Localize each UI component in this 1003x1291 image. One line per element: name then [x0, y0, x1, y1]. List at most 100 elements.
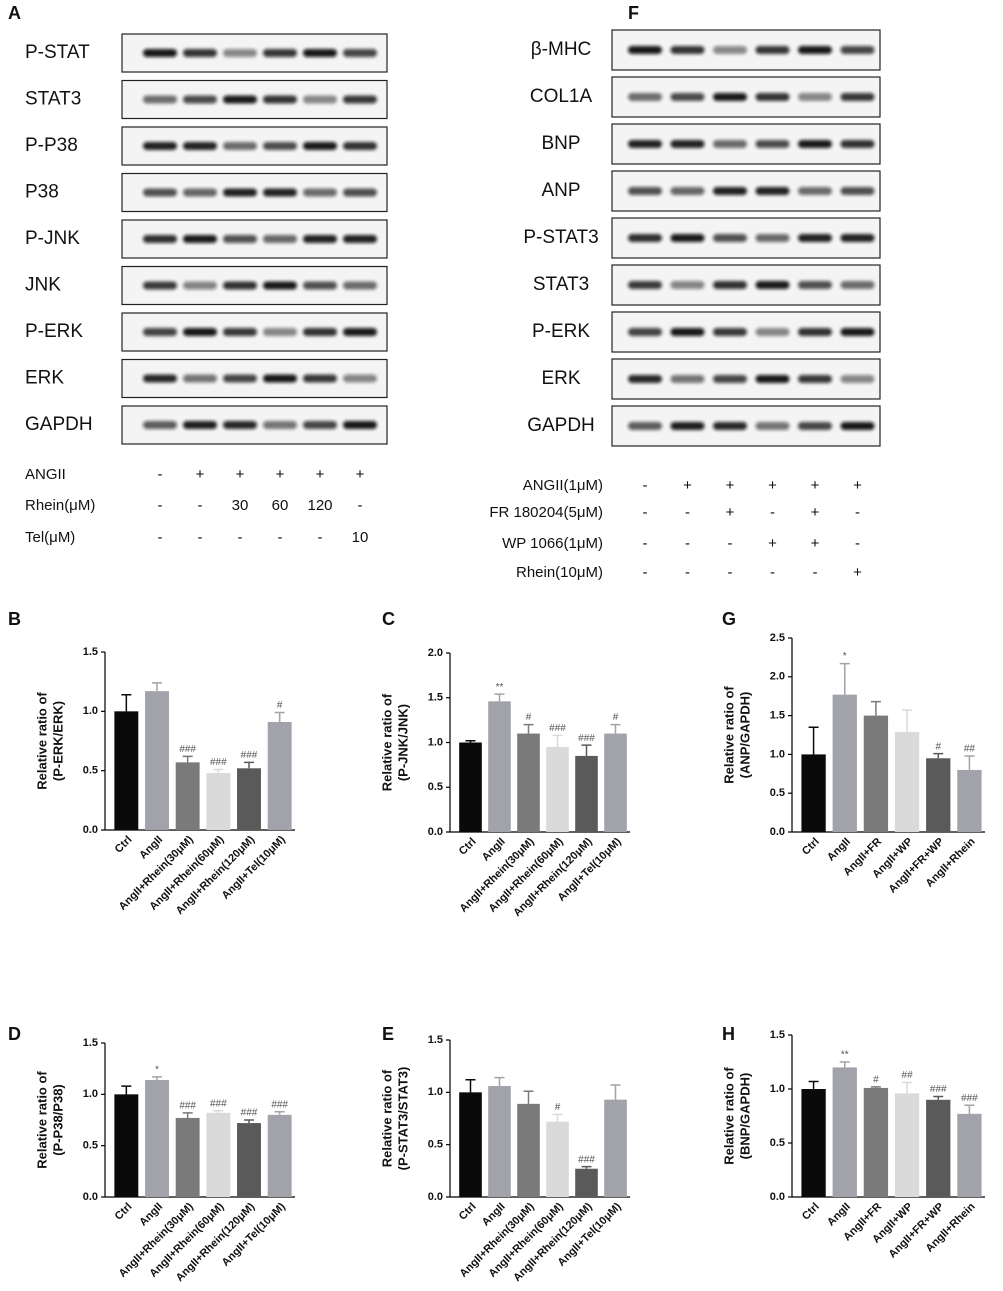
y-tick-label: 1.5	[83, 1037, 98, 1049]
condition-mark: 120	[307, 497, 332, 514]
condition-mark: -	[685, 535, 690, 552]
blot-band	[713, 328, 747, 336]
bar	[145, 1079, 169, 1197]
condition-mark: +	[726, 504, 735, 521]
error-bar	[523, 723, 534, 734]
blot-band	[628, 234, 662, 242]
blot-band	[223, 49, 257, 57]
blot-band	[343, 235, 377, 243]
condition-mark: -	[158, 529, 163, 546]
blot-band	[755, 46, 790, 54]
blot-band	[223, 374, 257, 383]
y-tick-label: 2.0	[770, 671, 785, 683]
condition-mark: -	[198, 497, 203, 514]
blot-band	[798, 234, 832, 242]
blot-band	[798, 281, 832, 289]
significance-label: #	[613, 712, 619, 723]
condition-mark: +	[853, 477, 862, 494]
blot-band	[263, 235, 297, 243]
condition-mark: -	[643, 504, 648, 521]
condition-mark: 60	[272, 497, 289, 514]
error-bar	[244, 761, 254, 769]
condition-mark: -	[643, 477, 648, 494]
y-tick-label: 2.5	[770, 632, 785, 644]
bar	[546, 746, 569, 832]
blot-band	[755, 140, 790, 148]
blot-row-label: P38	[25, 182, 59, 203]
blot-band	[343, 95, 377, 104]
condition-mark: 30	[232, 497, 249, 514]
condition-mark: -	[198, 529, 203, 546]
blot-band	[628, 93, 662, 101]
y-axis-label: (BNP/GAPDH)	[737, 1073, 752, 1160]
y-tick-label: 0.0	[83, 824, 98, 836]
error-bar	[213, 1110, 224, 1113]
blot-band	[713, 187, 747, 195]
significance-label: #	[935, 741, 941, 752]
condition-mark: -	[770, 504, 775, 521]
condition-label: Rhein(10μM)	[516, 564, 603, 581]
condition-mark: -	[358, 497, 363, 514]
blot-band	[223, 281, 257, 290]
blot-band	[223, 421, 257, 429]
bar	[926, 758, 951, 832]
bar	[206, 773, 231, 830]
blot-band	[143, 374, 177, 383]
condition-mark: -	[643, 564, 648, 581]
y-tick-label: 1.0	[770, 1083, 785, 1095]
blot-band	[143, 235, 177, 243]
bar	[206, 1112, 231, 1197]
blot-band	[840, 93, 875, 101]
blot-band	[143, 188, 177, 197]
condition-mark: +	[768, 477, 777, 494]
blot-band	[183, 281, 217, 290]
blot-band	[183, 95, 217, 104]
significance-label: ###	[961, 1093, 978, 1104]
error-bar	[964, 755, 975, 770]
blot-band	[143, 281, 177, 290]
blot-band	[798, 375, 832, 383]
condition-mark: -	[855, 504, 860, 521]
bar	[604, 1099, 627, 1197]
blot-band	[840, 375, 875, 383]
blot-band	[755, 422, 790, 430]
blot-band	[183, 421, 217, 429]
error-bar	[152, 682, 162, 692]
error-bar	[839, 1061, 850, 1068]
y-tick-label: 1.0	[83, 1088, 98, 1100]
significance-label: **	[841, 1050, 849, 1061]
error-bar	[494, 1076, 505, 1087]
x-tick-label: Ctrl	[113, 1201, 135, 1223]
bar	[604, 733, 627, 832]
blot-band	[713, 375, 747, 383]
blot-band	[755, 187, 790, 195]
y-axis-label: Relative ratio of	[379, 1069, 394, 1167]
significance-label: ###	[578, 1154, 595, 1165]
bar	[114, 711, 139, 830]
error-bar	[121, 693, 132, 712]
blot-band	[628, 375, 662, 383]
blot-band	[223, 328, 257, 336]
y-axis-label: (P-STAT3/STAT3)	[395, 1067, 410, 1171]
blot-row-label: JNK	[25, 275, 61, 296]
blot-band	[628, 422, 662, 430]
error-bar	[581, 1165, 592, 1169]
y-tick-label: 1.5	[428, 1034, 443, 1046]
blot-band	[223, 188, 257, 197]
blot-band	[263, 374, 297, 383]
condition-label: ANGII(1μM)	[523, 477, 603, 494]
bar	[832, 1067, 857, 1197]
error-bar	[182, 755, 193, 763]
error-bar	[839, 662, 850, 695]
condition-mark: +	[811, 535, 820, 552]
panel-label: E	[382, 1024, 394, 1044]
bar	[575, 755, 598, 832]
blot-band	[223, 142, 257, 150]
condition-mark: -	[278, 529, 283, 546]
blot-band	[263, 281, 297, 290]
bar	[267, 1114, 292, 1197]
significance-label: ###	[210, 1098, 227, 1109]
blot-band	[840, 140, 875, 148]
y-tick-label: 0.0	[770, 1191, 785, 1203]
condition-mark: +	[853, 564, 862, 581]
